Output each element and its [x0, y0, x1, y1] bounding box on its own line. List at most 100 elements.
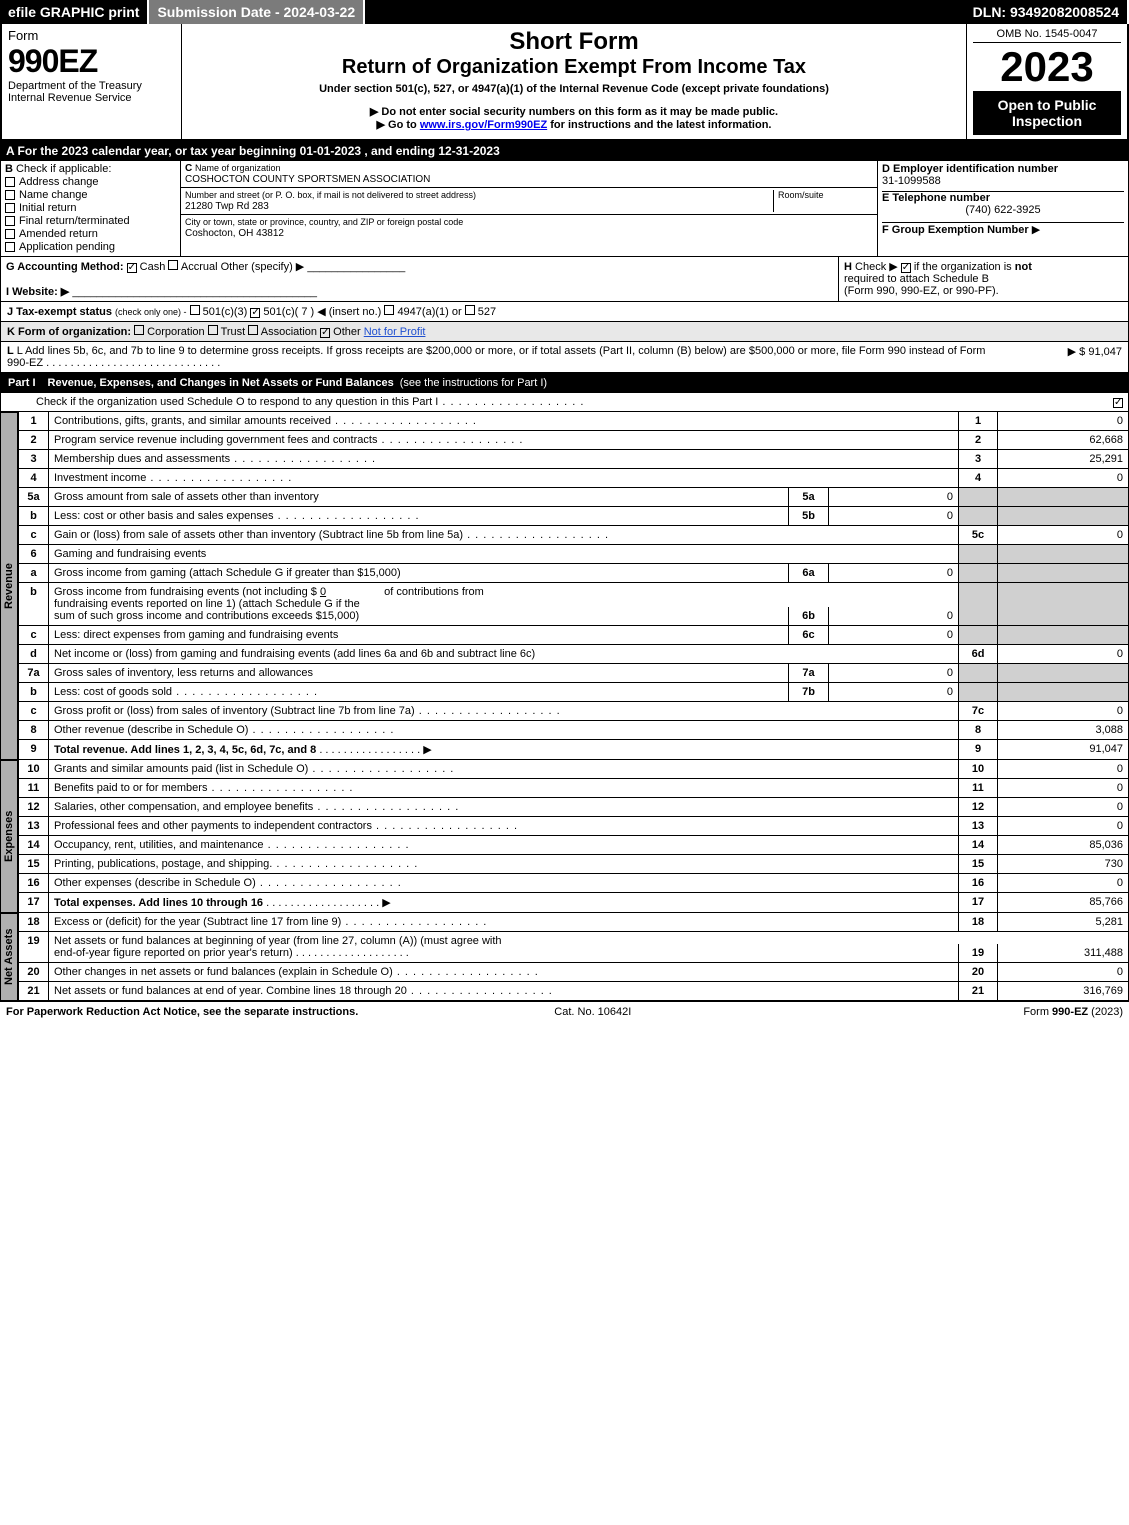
- rn10: 10: [958, 760, 998, 778]
- sv6b: 0: [828, 607, 958, 625]
- ln21: 21: [19, 982, 49, 1000]
- ld6d: Net income or (loss) from gaming and fun…: [49, 645, 958, 663]
- g6c: [958, 626, 998, 644]
- rn17: 17: [958, 893, 998, 912]
- chk-corp[interactable]: [134, 325, 144, 335]
- lbl-other-method: Other (specify) ▶: [221, 261, 305, 273]
- chk-4947[interactable]: [384, 305, 394, 315]
- rn8: 8: [958, 721, 998, 739]
- chk-name[interactable]: [5, 190, 15, 200]
- ld11: Benefits paid to or for members: [49, 779, 958, 797]
- lbl-501c3: 501(c)(3): [203, 306, 248, 318]
- phone-val: (740) 622-3925: [882, 204, 1124, 223]
- ein-label: D Employer identification number: [882, 163, 1124, 175]
- ld5a: Gross amount from sale of assets other t…: [49, 488, 788, 506]
- lbl-amended: Amended return: [19, 228, 98, 240]
- form-number: 990EZ: [8, 43, 175, 80]
- rv2: 62,668: [998, 431, 1128, 449]
- 6b-d2: fundraising events reported on line 1) (…: [54, 598, 360, 610]
- city-label: City or town, state or province, country…: [185, 217, 463, 227]
- footer: For Paperwork Reduction Act Notice, see …: [0, 1001, 1129, 1022]
- chk-accrual[interactable]: [168, 260, 178, 270]
- efile-label[interactable]: efile GRAPHIC print: [0, 0, 149, 24]
- chk-pending[interactable]: [5, 242, 15, 252]
- street-label: Number and street (or P. O. box, if mail…: [185, 190, 476, 200]
- dept-irs: Internal Revenue Service: [8, 92, 175, 104]
- gv6a: [998, 564, 1128, 582]
- ln2: 2: [19, 431, 49, 449]
- tax-year: 2023: [973, 43, 1121, 91]
- ln3: 3: [19, 450, 49, 468]
- ln18: 18: [19, 913, 49, 931]
- chk-part1[interactable]: [1113, 398, 1123, 408]
- chk-initial[interactable]: [5, 203, 15, 213]
- return-title: Return of Organization Exempt From Incom…: [190, 56, 958, 79]
- ln6c: c: [19, 626, 49, 644]
- footer-left: For Paperwork Reduction Act Notice, see …: [6, 1006, 358, 1018]
- 6b-d1: Gross income from fundraising events (no…: [54, 586, 317, 598]
- ld5b: Less: cost or other basis and sales expe…: [49, 507, 788, 525]
- rn18: 18: [958, 913, 998, 931]
- sv7b: 0: [828, 683, 958, 701]
- chk-final[interactable]: [5, 216, 15, 226]
- ld4: Investment income: [49, 469, 958, 487]
- g5b: [958, 507, 998, 525]
- ln16: 16: [19, 874, 49, 892]
- l-text: L Add lines 5b, 6c, and 7b to line 9 to …: [7, 345, 985, 369]
- col-c: C Name of organization COSHOCTON COUNTY …: [181, 161, 878, 256]
- row-j: J Tax-exempt status (check only one) - 5…: [0, 302, 1129, 322]
- chk-cash[interactable]: [127, 263, 137, 273]
- chk-amended[interactable]: [5, 229, 15, 239]
- netassets-section: Net Assets 18Excess or (deficit) for the…: [0, 913, 1129, 1001]
- city-val: Coshocton, OH 43812: [185, 228, 284, 239]
- irs-link[interactable]: www.irs.gov/Form990EZ: [420, 119, 547, 131]
- ln5b: b: [19, 507, 49, 525]
- rv16: 0: [998, 874, 1128, 892]
- ld6: Gaming and fundraising events: [49, 545, 958, 563]
- instr-goto: ▶ Go to www.irs.gov/Form990EZ for instru…: [190, 118, 958, 131]
- ln14: 14: [19, 836, 49, 854]
- h-rest: if the organization is: [914, 261, 1012, 273]
- rv13: 0: [998, 817, 1128, 835]
- 6b-d1v: 0: [320, 586, 326, 598]
- lbl-initial: Initial return: [19, 202, 76, 214]
- expenses-section: Expenses 10Grants and similar amounts pa…: [0, 760, 1129, 913]
- rn12: 12: [958, 798, 998, 816]
- b-letter: B: [5, 163, 13, 175]
- lbl-cash: Cash: [140, 261, 166, 273]
- rn9: 9: [958, 740, 998, 759]
- rv4: 0: [998, 469, 1128, 487]
- ld7c: Gross profit or (loss) from sales of inv…: [49, 702, 958, 720]
- chk-501c3[interactable]: [190, 305, 200, 315]
- sv6c: 0: [828, 626, 958, 644]
- rv5c: 0: [998, 526, 1128, 544]
- ld16: Other expenses (describe in Schedule O): [49, 874, 958, 892]
- chk-h[interactable]: [901, 263, 911, 273]
- g5a: [958, 488, 998, 506]
- chk-assoc[interactable]: [248, 325, 258, 335]
- room-label: Room/suite: [778, 190, 824, 200]
- ld13: Professional fees and other payments to …: [49, 817, 958, 835]
- gv7b: [998, 683, 1128, 701]
- i-label: I Website: ▶: [6, 286, 69, 298]
- chk-address[interactable]: [5, 177, 15, 187]
- rv20: 0: [998, 963, 1128, 981]
- g7b: [958, 683, 998, 701]
- fr-form: 990-EZ: [1052, 1006, 1088, 1018]
- ln17: 17: [19, 893, 49, 912]
- top-bar: efile GRAPHIC print Submission Date - 20…: [0, 0, 1129, 24]
- g-label: G Accounting Method:: [6, 261, 124, 273]
- ld6b: Gross income from fundraising events (no…: [49, 583, 788, 625]
- ein-val: 31-1099588: [882, 175, 1124, 192]
- chk-527[interactable]: [465, 305, 475, 315]
- chk-other-org[interactable]: [320, 328, 330, 338]
- rn2: 2: [958, 431, 998, 449]
- chk-trust[interactable]: [208, 325, 218, 335]
- rn6d: 6d: [958, 645, 998, 663]
- chk-501c[interactable]: [250, 308, 260, 318]
- ld2: Program service revenue including govern…: [49, 431, 958, 449]
- j-label: J Tax-exempt status: [7, 306, 112, 318]
- ld7b: Less: cost of goods sold: [49, 683, 788, 701]
- sv5b: 0: [828, 507, 958, 525]
- rn15: 15: [958, 855, 998, 873]
